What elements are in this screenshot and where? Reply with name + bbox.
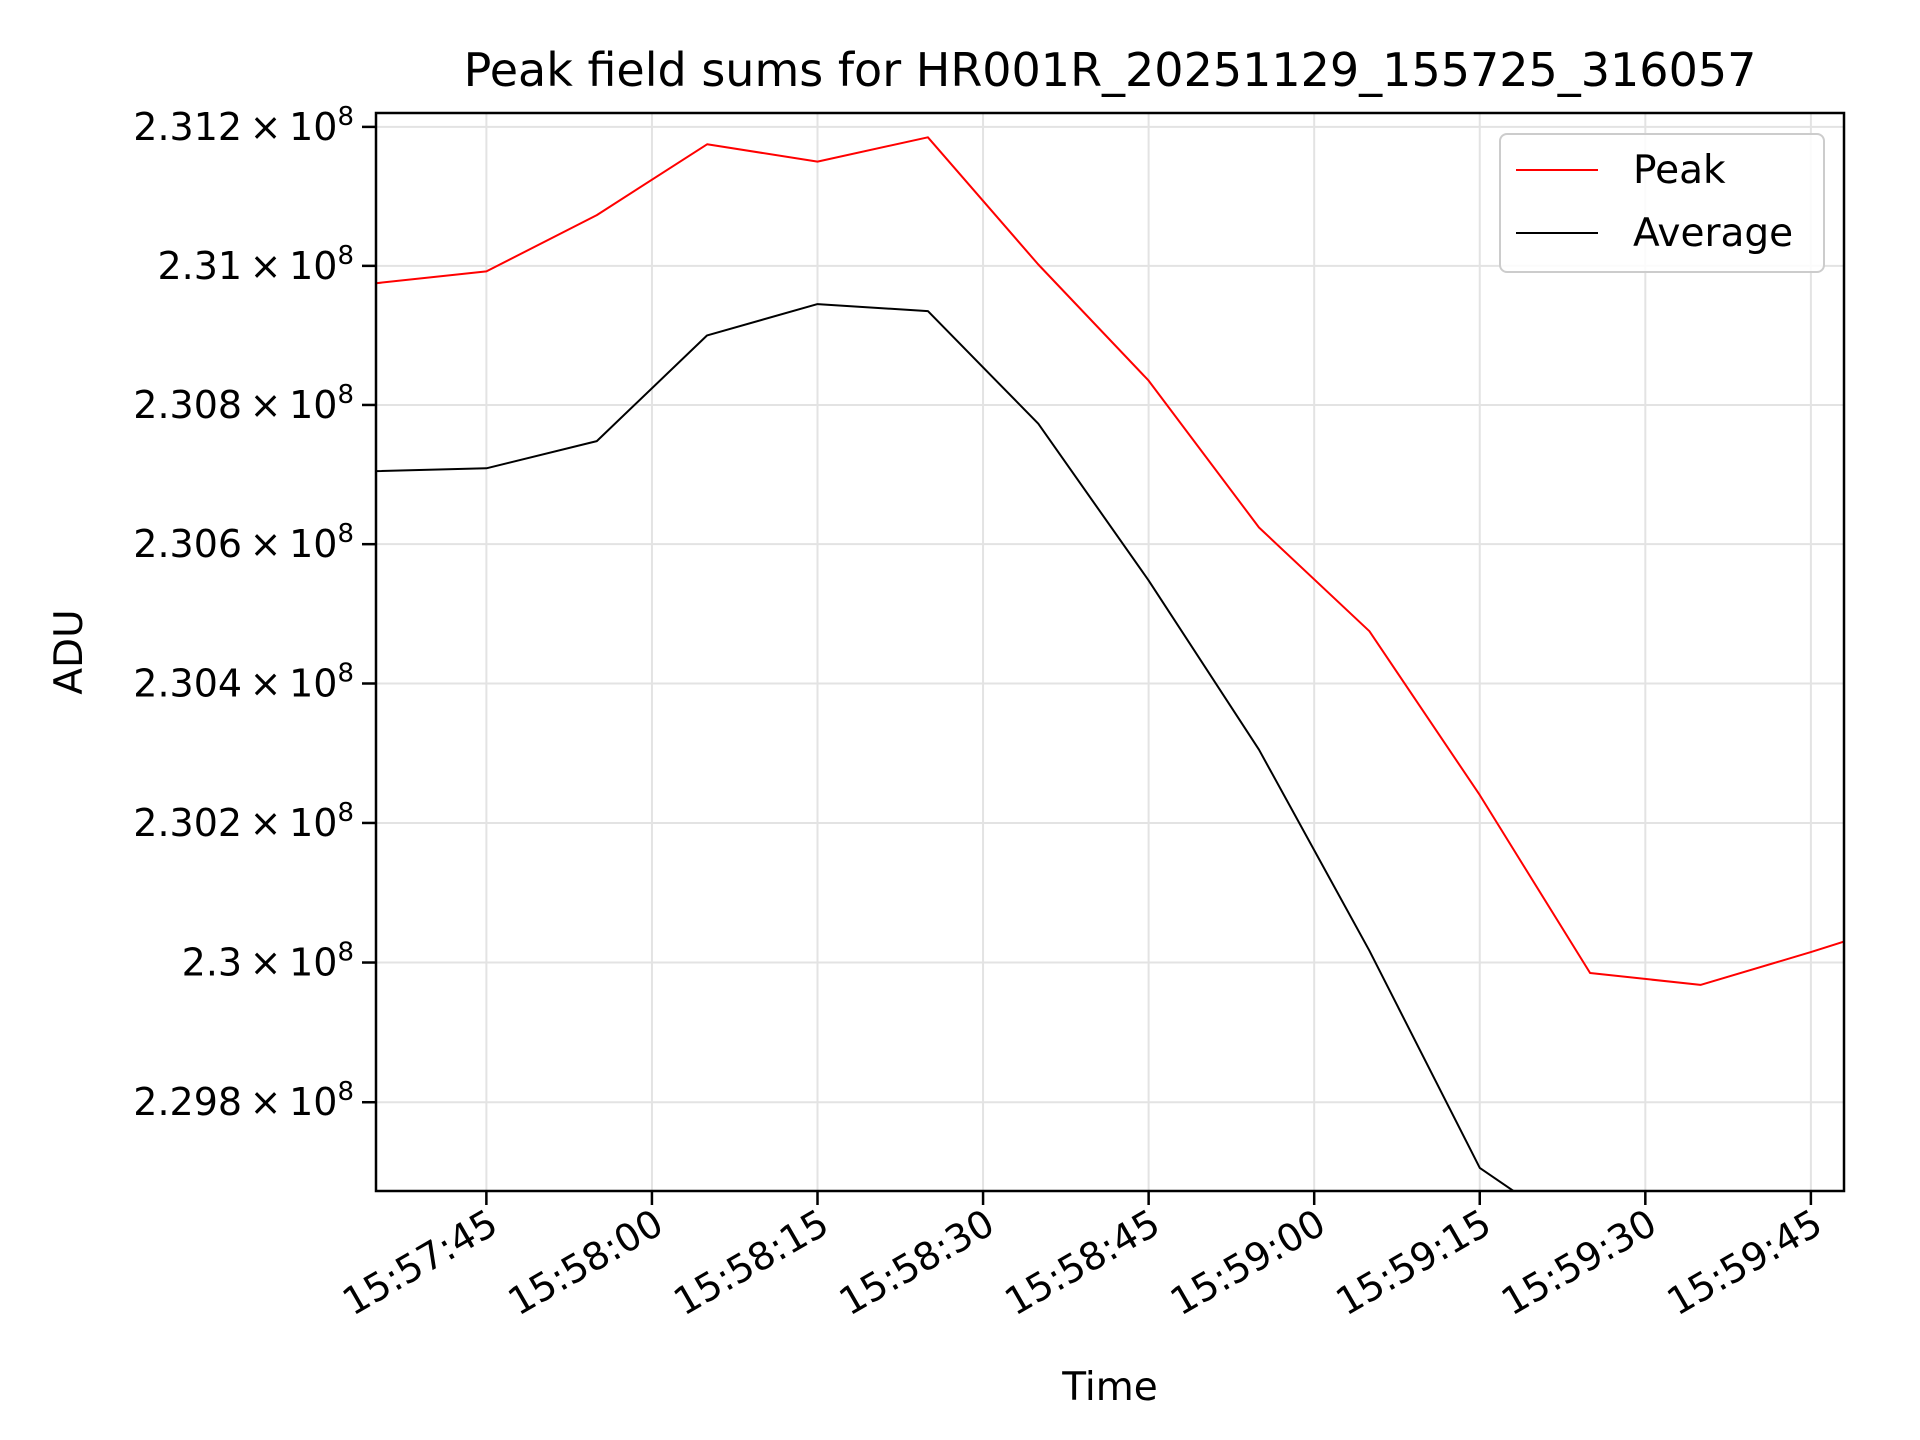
grid: [376, 113, 1844, 1191]
legend: Peak Average: [1499, 133, 1825, 273]
y-tick-label: 2.304 × 108: [133, 659, 354, 706]
legend-label-average: Average: [1633, 211, 1793, 256]
plot-frame: [374, 111, 1846, 1193]
plot-lines: [376, 136, 1844, 1191]
series-line-peak: [376, 136, 1844, 986]
legend-box: [1499, 133, 1825, 273]
y-tick-label: 2.302 × 108: [133, 798, 354, 845]
x-axis-label: Time: [1061, 1365, 1157, 1410]
y-tick-label: 2.312 × 108: [133, 102, 354, 149]
y-tick-label: 2.308 × 108: [133, 380, 354, 427]
y-axis-ticks: 2.298 × 108 2.3 × 108 2.302 × 108 2.304 × 1…: [133, 102, 376, 1124]
y-tick-label: 2.3 × 108: [182, 938, 354, 985]
y-tick-label: 2.298 × 108: [133, 1077, 354, 1124]
y-axis-label: ADU: [47, 609, 92, 694]
series-line-average: [376, 303, 1516, 1191]
legend-label-peak: Peak: [1633, 148, 1726, 193]
y-tick-label: 2.31 × 108: [157, 241, 354, 288]
chart-title: Peak field sums for HR001R_20251129_1557…: [464, 43, 1757, 97]
y-tick-label: 2.306 × 108: [133, 519, 354, 566]
